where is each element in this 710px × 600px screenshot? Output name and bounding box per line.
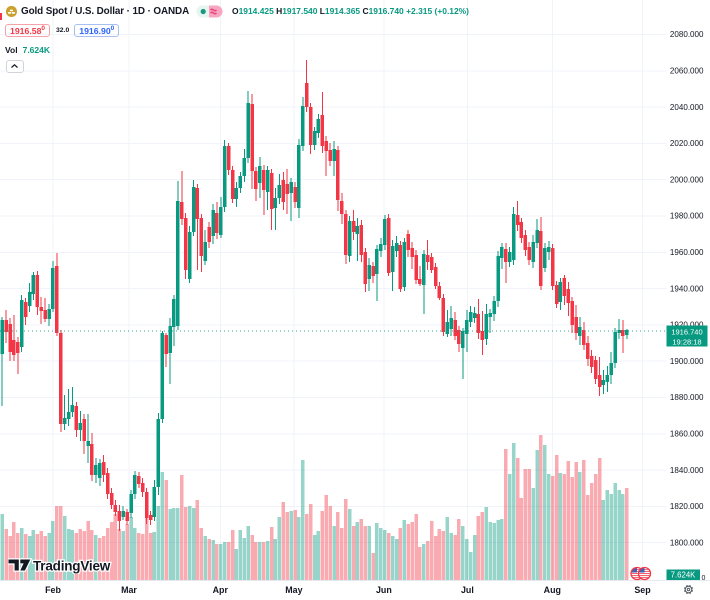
svg-text:1820.000: 1820.000	[670, 502, 704, 511]
svg-text:Aug: Aug	[544, 585, 561, 595]
svg-text:1940.000: 1940.000	[670, 284, 704, 293]
svg-text:TradingView: TradingView	[33, 559, 111, 574]
svg-text:1860.000: 1860.000	[670, 430, 704, 439]
svg-text:May: May	[285, 585, 302, 595]
svg-text:Feb: Feb	[45, 585, 61, 595]
svg-text:Jul: Jul	[461, 585, 474, 595]
svg-text:2080.000: 2080.000	[670, 30, 704, 39]
svg-text:Apr: Apr	[213, 585, 229, 595]
svg-text:1916.740: 1916.740	[671, 327, 702, 336]
svg-text:Jun: Jun	[376, 585, 392, 595]
svg-text:19:28:18: 19:28:18	[672, 337, 701, 346]
svg-text:1920.000: 1920.000	[670, 321, 704, 330]
svg-text:2000.000: 2000.000	[670, 175, 704, 184]
svg-text:2040.000: 2040.000	[670, 103, 704, 112]
svg-text:2020.000: 2020.000	[670, 139, 704, 148]
svg-text:1980.000: 1980.000	[670, 212, 704, 221]
svg-text:1960.000: 1960.000	[670, 248, 704, 257]
svg-text:1840.000: 1840.000	[670, 466, 704, 475]
svg-text:0: 0	[702, 575, 706, 582]
svg-text:2060.000: 2060.000	[670, 67, 704, 76]
svg-text:Sep: Sep	[634, 585, 651, 595]
svg-text:7.624K: 7.624K	[671, 571, 697, 580]
svg-text:Mar: Mar	[121, 585, 137, 595]
svg-text:1880.000: 1880.000	[670, 393, 704, 402]
svg-text:1900.000: 1900.000	[670, 357, 704, 366]
svg-text:1800.000: 1800.000	[670, 538, 704, 547]
